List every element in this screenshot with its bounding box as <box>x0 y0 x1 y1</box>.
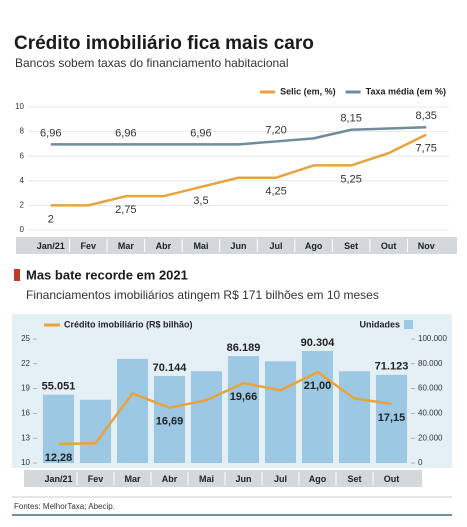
x-tick-label: Jul <box>270 241 283 251</box>
bar <box>375 374 408 463</box>
chart-title: Crédito imobiliário fica mais caro <box>14 33 314 54</box>
data-label: 7,75 <box>416 143 437 155</box>
data-label: 2 <box>48 213 54 225</box>
x-tick-label: Jan/21 <box>44 474 72 484</box>
data-label: 6,96 <box>115 127 136 139</box>
y-tick-label: 2 <box>20 201 25 210</box>
data-label: 6,96 <box>190 127 211 139</box>
x-tick-label: Jun <box>235 474 251 484</box>
bar <box>301 351 334 463</box>
x-tick-label: Jul <box>274 474 287 484</box>
y-tick-label: 4 <box>20 176 25 185</box>
data-label: 5,25 <box>340 173 361 185</box>
chart-subtitle: Financiamentos imobiliários atingem R$ 1… <box>26 288 379 302</box>
category-strip <box>16 237 457 254</box>
data-label: 19,66 <box>230 391 258 403</box>
y-tick-label: 13 <box>21 433 30 442</box>
y-tick-label: 0 <box>20 225 25 234</box>
x-tick-label: Mai <box>193 241 208 251</box>
data-label: 12,28 <box>45 452 73 464</box>
data-label: 55.051 <box>42 381 76 393</box>
y2-tick-label: 20.000 <box>418 433 443 442</box>
line-series <box>50 126 427 146</box>
y-tick-label: 25 <box>21 334 30 343</box>
data-label: 71.123 <box>375 361 409 373</box>
bar <box>42 394 75 463</box>
data-label: 16,69 <box>156 416 184 428</box>
data-label: 8,15 <box>340 113 361 125</box>
legend-label: Taxa média (em %) <box>366 86 446 96</box>
y-tick-label: 22 <box>21 359 30 368</box>
data-label: 70.144 <box>153 362 188 374</box>
bar <box>190 371 223 463</box>
x-tick-label: Jun <box>230 241 246 251</box>
y-tick-label: 16 <box>21 409 30 418</box>
y-tick-label: 8 <box>20 127 25 136</box>
x-tick-label: Fev <box>81 241 97 251</box>
data-label: 17,15 <box>378 412 406 424</box>
x-tick-label: Set <box>347 474 361 484</box>
y-tick-label: 10 <box>21 458 30 467</box>
y-tick-label: 19 <box>21 384 30 393</box>
x-tick-label: Abr <box>156 241 172 251</box>
source: Fontes: MelhorTaxa; Abecip. <box>14 502 115 511</box>
y2-tick-label: 0 <box>418 458 423 467</box>
x-tick-label: Abr <box>162 474 178 484</box>
x-tick-label: Out <box>381 241 397 251</box>
data-label: 86.189 <box>227 342 261 354</box>
y2-tick-label: 40.000 <box>418 409 443 418</box>
data-label: 4,25 <box>265 186 286 198</box>
bar <box>116 358 149 463</box>
line-series <box>50 133 427 207</box>
data-label: 7,20 <box>265 124 286 136</box>
data-label: 8,35 <box>416 110 437 122</box>
bar <box>338 371 371 463</box>
y-tick-label: 6 <box>20 151 25 160</box>
x-tick-label: Jan/21 <box>37 241 65 251</box>
data-label: 2,75 <box>115 204 136 216</box>
x-tick-label: Nov <box>418 241 435 251</box>
y2-tick-label: 60.000 <box>418 384 443 393</box>
data-label: 21,00 <box>304 380 332 392</box>
chart-title: Mas bate recorde em 2021 <box>26 267 188 282</box>
x-tick-label: Fev <box>88 474 104 484</box>
legend-label: Crédito imobiliário (R$ bilhão) <box>64 319 193 329</box>
x-tick-label: Mai <box>199 474 214 484</box>
data-label: 90.304 <box>301 337 336 349</box>
chart-subtitle: Bancos sobem taxas do financiamento habi… <box>15 56 289 70</box>
x-tick-label: Set <box>344 241 358 251</box>
y2-tick-label: 100.000 <box>418 334 447 343</box>
legend-label: Unidades <box>359 319 400 329</box>
category-strip <box>24 470 422 487</box>
x-tick-label: Ago <box>309 474 327 484</box>
heading-marker <box>14 269 20 281</box>
bar <box>264 361 297 463</box>
bar <box>227 356 260 463</box>
y-tick-label: 10 <box>15 102 24 111</box>
legend-swatch <box>404 320 413 329</box>
x-tick-label: Ago <box>305 241 323 251</box>
legend-label: Selic (em, %) <box>280 86 336 96</box>
data-label: 3,5 <box>193 195 208 207</box>
data-label: 6,96 <box>40 127 61 139</box>
x-tick-label: Out <box>384 474 400 484</box>
y2-tick-label: 80.000 <box>418 359 443 368</box>
bar <box>153 376 186 463</box>
x-tick-label: Mar <box>124 474 141 484</box>
line-series <box>58 370 392 446</box>
x-tick-label: Mar <box>118 241 135 251</box>
bar <box>79 399 112 463</box>
